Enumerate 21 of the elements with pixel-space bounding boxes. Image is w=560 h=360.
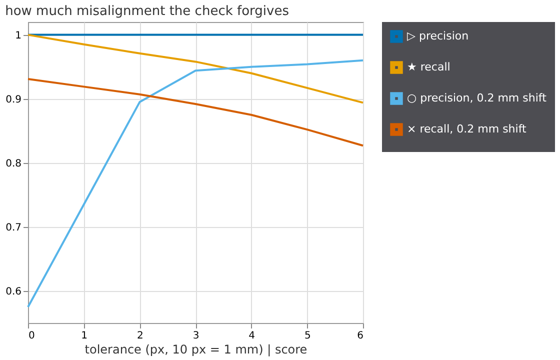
legend-label: ★ recall: [407, 60, 450, 74]
legend-label: × recall, 0.2 mm shift: [407, 122, 528, 136]
y-tick-label: 0.7: [6, 222, 22, 234]
y-tick-label: 0.9: [6, 94, 22, 106]
y-tick-label: 1: [15, 30, 22, 42]
line-series: [27, 78, 364, 147]
line-series: [27, 34, 364, 104]
chart-title: how much misalignment the check forgives: [5, 4, 290, 19]
legend-label: ▷ precision: [407, 30, 469, 42]
x-tick-label: 3: [192, 330, 200, 342]
y-tick-label: 0.8: [6, 158, 22, 170]
x-tick-label: 6: [357, 330, 364, 342]
x-axis-title: tolerance (px, 10 px = 1 mm) | score: [84, 342, 308, 356]
x-tick-label: 2: [136, 330, 144, 342]
legend-label: ○ precision, 0.2 mm shift: [407, 92, 548, 104]
x-tick-label: 4: [248, 330, 256, 342]
x-tick-label: 1: [81, 330, 88, 342]
x-tick-label: 0: [28, 330, 35, 342]
y-tick-label: 0.6: [6, 286, 22, 298]
line-series: [27, 59, 364, 308]
x-tick-label: 5: [304, 330, 311, 342]
